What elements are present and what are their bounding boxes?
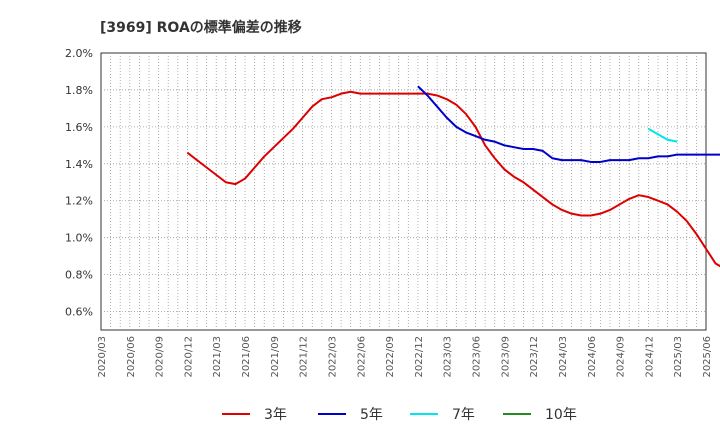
x-tick-label: 2021/03 [212,336,223,378]
x-tick-label: 2020/03 [97,336,108,378]
legend-label: 10年 [545,407,577,423]
y-axis: 0.6% 0.8% 1.0% 1.2% 1.4% 1.6% 1.8% 2.0% [65,47,93,319]
x-axis: 2020/03 2020/06 2020/09 2020/12 2021/03 2021/… [97,336,713,378]
chart-title: [3969] ROAの標準偏差の推移 [100,19,302,36]
x-tick-label: 2025/03 [673,336,684,378]
legend: 3年 5年 7年 10年 [222,407,577,423]
legend-label: 3年 [264,407,287,423]
x-tick-label: 2023/06 [472,336,483,378]
x-tick-label: 2021/06 [241,336,252,378]
x-tick-label: 2023/12 [529,336,540,378]
series-line-7年 [647,127,678,143]
y-tick-label: 1.8% [65,84,93,97]
x-tick-label: 2023/03 [443,336,454,378]
y-tick-label: 1.2% [65,195,93,208]
x-tick-label: 2022/12 [414,336,425,378]
x-tick-label: 2024/03 [558,336,569,378]
plot-area [100,52,707,331]
x-tick-label: 2022/06 [356,336,367,378]
x-tick-label: 2020/12 [183,336,194,378]
x-tick-label: 2021/12 [299,336,310,378]
y-tick-label: 1.4% [65,158,93,171]
y-tick-label: 0.6% [65,306,93,319]
y-tick-label: 0.8% [65,269,93,282]
series-group [186,85,720,268]
x-tick-label: 2022/03 [327,336,338,378]
legend-label: 5年 [360,407,383,423]
y-tick-label: 1.6% [65,121,93,134]
series-line-5年 [417,85,720,163]
x-tick-label: 2024/12 [644,336,655,378]
grid [101,53,706,330]
x-tick-label: 2020/09 [155,336,166,378]
x-tick-label: 2021/09 [270,336,281,378]
x-tick-label: 2020/06 [126,336,137,378]
x-tick-label: 2024/09 [616,336,627,378]
x-tick-label: 2022/09 [385,336,396,378]
y-tick-label: 2.0% [65,47,93,60]
x-tick-label: 2025/06 [702,336,713,378]
x-tick-label: 2023/09 [500,336,511,378]
legend-label: 7年 [452,407,475,423]
series-line-3年 [186,90,720,268]
x-tick-label: 2024/06 [587,336,598,378]
y-tick-label: 1.0% [65,232,93,245]
